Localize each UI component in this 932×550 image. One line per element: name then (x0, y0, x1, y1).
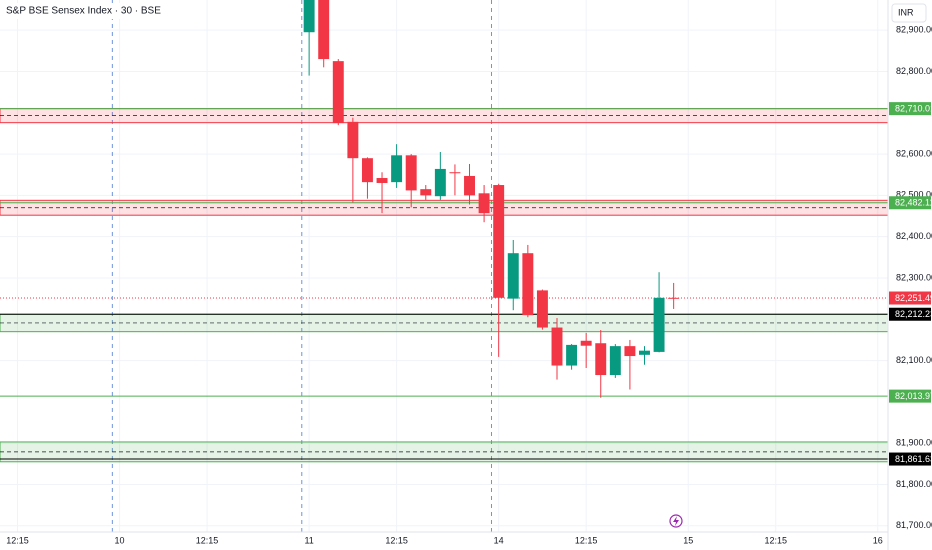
candle-body (595, 343, 607, 376)
candle-body (609, 346, 621, 376)
candle-body (464, 175, 475, 196)
chart-title: S&P BSE Sensex Index · 30 · BSE (6, 6, 161, 17)
y-tick-label: 82,100.00 (896, 355, 932, 365)
x-tick-label: 15 (683, 535, 693, 545)
x-tick-label: 12:15 (764, 535, 787, 545)
y-tick-label: 82,900.00 (896, 25, 932, 35)
x-tick-label: 12:15 (575, 535, 598, 545)
x-tick-label: 12:15 (6, 535, 29, 545)
candle-body (391, 155, 403, 183)
candle-body (566, 344, 578, 366)
candle-body (639, 350, 650, 355)
price-badge (889, 389, 931, 403)
y-tick-label: 82,800.00 (896, 66, 932, 76)
candle-body (405, 155, 417, 191)
candle-body (347, 121, 359, 159)
lightning-icon[interactable] (669, 514, 683, 528)
y-tick-label: 82,600.00 (896, 148, 932, 158)
candle-body (551, 327, 563, 366)
zones (0, 108, 888, 463)
currency-box[interactable] (891, 3, 927, 23)
price-badge-label: 81,861.63 (895, 454, 932, 464)
candle-body (376, 178, 388, 183)
price-badge (889, 307, 931, 321)
y-tick-label: 81,900.00 (896, 438, 932, 448)
y-tick-label: 82,400.00 (896, 231, 932, 241)
candle-body (522, 253, 534, 316)
candle-body (507, 253, 519, 299)
y-tick-label: 81,700.00 (896, 520, 932, 530)
x-tick-label: 14 (494, 535, 504, 545)
price-badge (889, 102, 931, 116)
price-badge-label: 82,013.97 (895, 391, 932, 401)
price-badge-label: 82,482.11 (895, 198, 932, 208)
candle-body (536, 290, 548, 328)
price-badge (889, 196, 931, 210)
candle-body (434, 168, 446, 197)
y-tick-label: 81,800.00 (896, 479, 932, 489)
price-badge-label: 82,251.49 (895, 293, 932, 303)
x-tick-label: 12:15 (196, 535, 219, 545)
candle-body (332, 61, 344, 124)
price-badge (889, 291, 931, 305)
price-badge (889, 452, 931, 466)
x-tick-label: 12:15 (385, 535, 408, 545)
candle-body (580, 340, 592, 346)
price-badge-label: 82,212.23 (895, 309, 932, 319)
candles (303, 0, 680, 398)
candle-body (668, 297, 680, 299)
y-tick-label: 82,300.00 (896, 272, 932, 282)
x-tick-label: 16 (873, 535, 883, 545)
x-tick-label: 10 (115, 535, 125, 545)
x-tick-label: 11 (304, 535, 313, 545)
candle-body (449, 172, 461, 174)
candle-body (318, 0, 330, 60)
currency: INR (898, 7, 914, 17)
axis: 82,900.0082,800.0082,600.0082,500.0082,4… (6, 25, 932, 546)
title-bg (0, 3, 120, 19)
candle-body (303, 0, 315, 33)
candle-body (493, 185, 505, 298)
candle-body (361, 158, 373, 183)
grid (0, 0, 888, 532)
candle-body (478, 193, 490, 214)
y-tick-label: 82,500.00 (896, 190, 932, 200)
candle-body (624, 346, 636, 357)
price-badge-label: 82,710.01 (895, 104, 932, 114)
candle-body (420, 189, 432, 196)
candle-body (653, 297, 665, 352)
